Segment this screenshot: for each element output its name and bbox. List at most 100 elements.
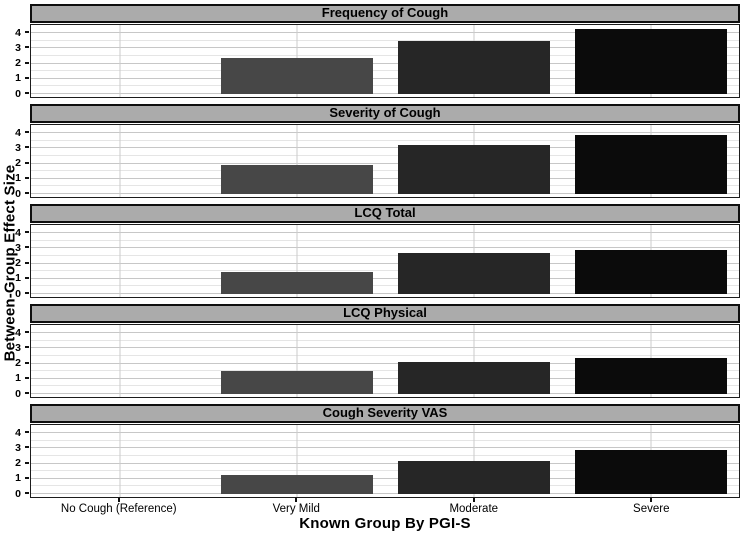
y-tick-label: 3 — [15, 341, 21, 354]
gridline-horizontal — [31, 239, 739, 241]
x-tick-mark — [117, 498, 120, 502]
gridline-horizontal — [31, 147, 739, 149]
gridline-vertical — [119, 325, 120, 397]
bar-moderate — [397, 145, 550, 194]
y-tick-mark — [24, 31, 29, 34]
gridline-horizontal — [31, 162, 739, 164]
gridline-horizontal — [31, 470, 739, 472]
facet-strip: LCQ Total — [30, 204, 740, 223]
y-tick-label: 2 — [15, 56, 21, 69]
gridline-horizontal — [31, 439, 739, 441]
y-tick-mark — [24, 61, 29, 64]
gridline-horizontal — [31, 55, 739, 56]
gridline-vertical — [296, 125, 297, 197]
bar-severe — [574, 134, 727, 194]
gridline-horizontal — [31, 39, 739, 41]
gridline-horizontal — [31, 232, 739, 234]
y-tick-mark — [24, 131, 29, 134]
gridline-horizontal — [31, 277, 739, 279]
facet-title: Severity of Cough — [329, 105, 441, 120]
y-tick-label: 4 — [15, 26, 21, 39]
plot-area: 4 3 2 1 0 — [15, 324, 740, 398]
plot-area: 4 3 2 1 0 — [15, 224, 740, 298]
plot-area: 4 3 2 1 0 — [15, 424, 740, 498]
bar-very-mild — [220, 271, 373, 294]
y-tick-label: 0 — [15, 87, 21, 100]
gridline-horizontal — [31, 93, 739, 94]
gridline-horizontal — [31, 477, 739, 479]
y-tick-label: 1 — [15, 172, 21, 185]
gridline-horizontal — [31, 455, 739, 456]
bar-moderate — [397, 362, 550, 394]
y-tick-mark — [24, 246, 29, 249]
bar-moderate — [397, 40, 550, 94]
y-tick-label: 2 — [15, 456, 21, 469]
gridline-horizontal — [31, 385, 739, 387]
y-tick-mark — [24, 346, 29, 349]
y-tick-label: 0 — [15, 187, 21, 200]
facet-panel: Cough Severity VAS 4 3 2 1 0 — [15, 404, 740, 498]
y-tick-mark — [24, 276, 29, 279]
bar-very-mild — [220, 165, 373, 194]
x-axis: Known Group By PGI-S No Cough (Reference… — [30, 498, 740, 532]
gridline-vertical — [119, 25, 120, 97]
facet-panels: Frequency of Cough 4 3 2 1 0 Severity of Cough… — [15, 4, 740, 504]
y-tick-label: 3 — [15, 41, 21, 54]
gridline-horizontal — [31, 355, 739, 356]
y-tick-mark — [24, 461, 29, 464]
x-tick-mark — [472, 498, 475, 502]
gridline-vertical — [296, 325, 297, 397]
gridline-horizontal — [31, 393, 739, 394]
gridline-horizontal — [31, 32, 739, 34]
y-tick-mark — [24, 376, 29, 379]
gridline-horizontal — [31, 155, 739, 156]
gridline-horizontal — [31, 77, 739, 79]
facet-strip: Frequency of Cough — [30, 4, 740, 23]
gridline-horizontal — [31, 332, 739, 334]
y-tick-label: 0 — [15, 287, 21, 300]
y-tick-label: 1 — [15, 372, 21, 385]
y-tick-mark — [24, 476, 29, 479]
x-tick-label-very-mild: Very Mild — [272, 503, 320, 515]
y-tick-label: 4 — [15, 326, 21, 339]
y-tick-mark — [24, 331, 29, 334]
bar-moderate — [397, 252, 550, 294]
gridline-horizontal — [31, 432, 739, 434]
x-tick-label-severe: Severe — [633, 503, 670, 515]
y-tick-mark — [24, 192, 29, 194]
gridline-horizontal — [31, 293, 739, 294]
x-tick-mark — [650, 498, 653, 502]
facet-panel: Frequency of Cough 4 3 2 1 0 — [15, 4, 740, 98]
gridline-horizontal — [31, 493, 739, 494]
gridline-horizontal — [31, 132, 739, 134]
gridline-horizontal — [31, 85, 739, 87]
y-tick-label: 4 — [15, 126, 21, 139]
facet-title: Frequency of Cough — [321, 5, 449, 20]
y-tick-label: 3 — [15, 241, 21, 254]
gridline-horizontal — [31, 447, 739, 449]
x-axis-title: Known Group By PGI-S — [299, 515, 471, 532]
gridline-horizontal — [31, 362, 739, 364]
y-tick-mark — [24, 161, 29, 164]
gridline-horizontal — [31, 262, 739, 264]
bar-severe — [574, 449, 727, 494]
y-tick-mark — [24, 46, 29, 49]
gridline-horizontal — [31, 285, 739, 287]
y-tick-mark — [24, 446, 29, 449]
plot-area: 4 3 2 1 0 — [15, 124, 740, 198]
gridline-horizontal — [31, 185, 739, 187]
facet-panel: LCQ Total 4 3 2 1 0 — [15, 204, 740, 298]
gridline-horizontal — [31, 339, 739, 341]
y-tick-label: 1 — [15, 272, 21, 285]
gridline-horizontal — [31, 47, 739, 49]
gridline-vertical — [296, 425, 297, 497]
x-tick-mark — [295, 498, 298, 502]
bar-severe — [574, 357, 727, 394]
y-tick-mark — [24, 361, 29, 364]
gridline-horizontal — [31, 270, 739, 272]
gridline-horizontal — [31, 255, 739, 256]
gridline-horizontal — [31, 70, 739, 72]
y-tick-mark — [24, 392, 29, 394]
facet-panel: Severity of Cough 4 3 2 1 0 — [15, 104, 740, 198]
